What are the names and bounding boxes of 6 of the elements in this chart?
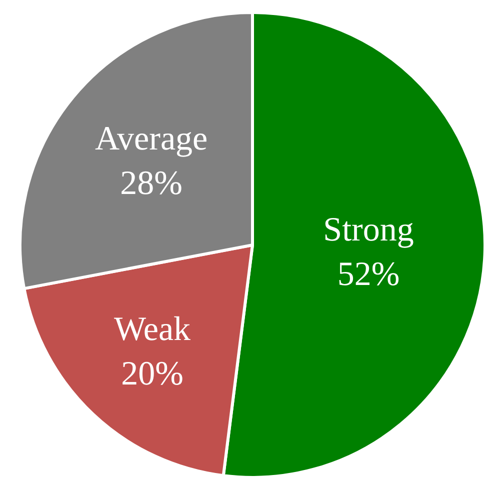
data-label: 20% — [121, 355, 184, 392]
slice-label: Strong — [323, 212, 414, 249]
slice-label: Average — [95, 120, 208, 158]
data-label: 28% — [120, 164, 182, 202]
slice-label: Weak — [114, 311, 191, 348]
data-label: 52% — [337, 256, 400, 293]
